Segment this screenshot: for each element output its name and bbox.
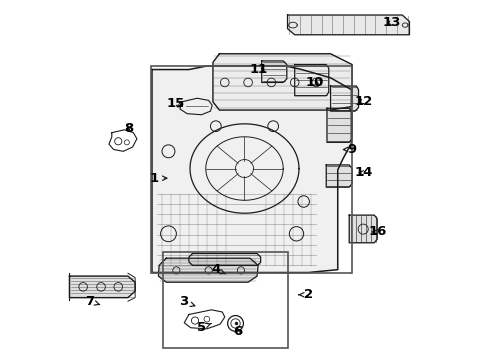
Text: 15: 15 — [166, 98, 184, 111]
Text: 11: 11 — [249, 63, 267, 76]
Text: 9: 9 — [343, 143, 356, 156]
Text: 5: 5 — [197, 320, 211, 333]
Text: 14: 14 — [354, 166, 372, 179]
Polygon shape — [348, 215, 376, 243]
Text: 6: 6 — [232, 325, 242, 338]
Text: 13: 13 — [382, 16, 401, 29]
Bar — [163, 252, 287, 348]
Text: 2: 2 — [298, 288, 313, 301]
Bar — [150, 66, 351, 273]
Polygon shape — [188, 253, 260, 265]
Polygon shape — [325, 165, 351, 187]
Text: 8: 8 — [124, 122, 133, 135]
Text: 3: 3 — [179, 296, 194, 309]
Text: 10: 10 — [305, 76, 323, 89]
Polygon shape — [261, 61, 286, 82]
Text: 16: 16 — [368, 225, 386, 238]
Polygon shape — [212, 54, 351, 110]
Polygon shape — [330, 86, 358, 111]
Text: 1: 1 — [149, 172, 166, 185]
Text: 7: 7 — [85, 295, 100, 308]
Text: 12: 12 — [354, 95, 372, 108]
Polygon shape — [294, 64, 328, 96]
Polygon shape — [287, 15, 408, 35]
Polygon shape — [158, 258, 258, 282]
Polygon shape — [152, 66, 351, 273]
Polygon shape — [69, 276, 135, 298]
Polygon shape — [326, 108, 351, 142]
Text: 4: 4 — [211, 263, 225, 276]
